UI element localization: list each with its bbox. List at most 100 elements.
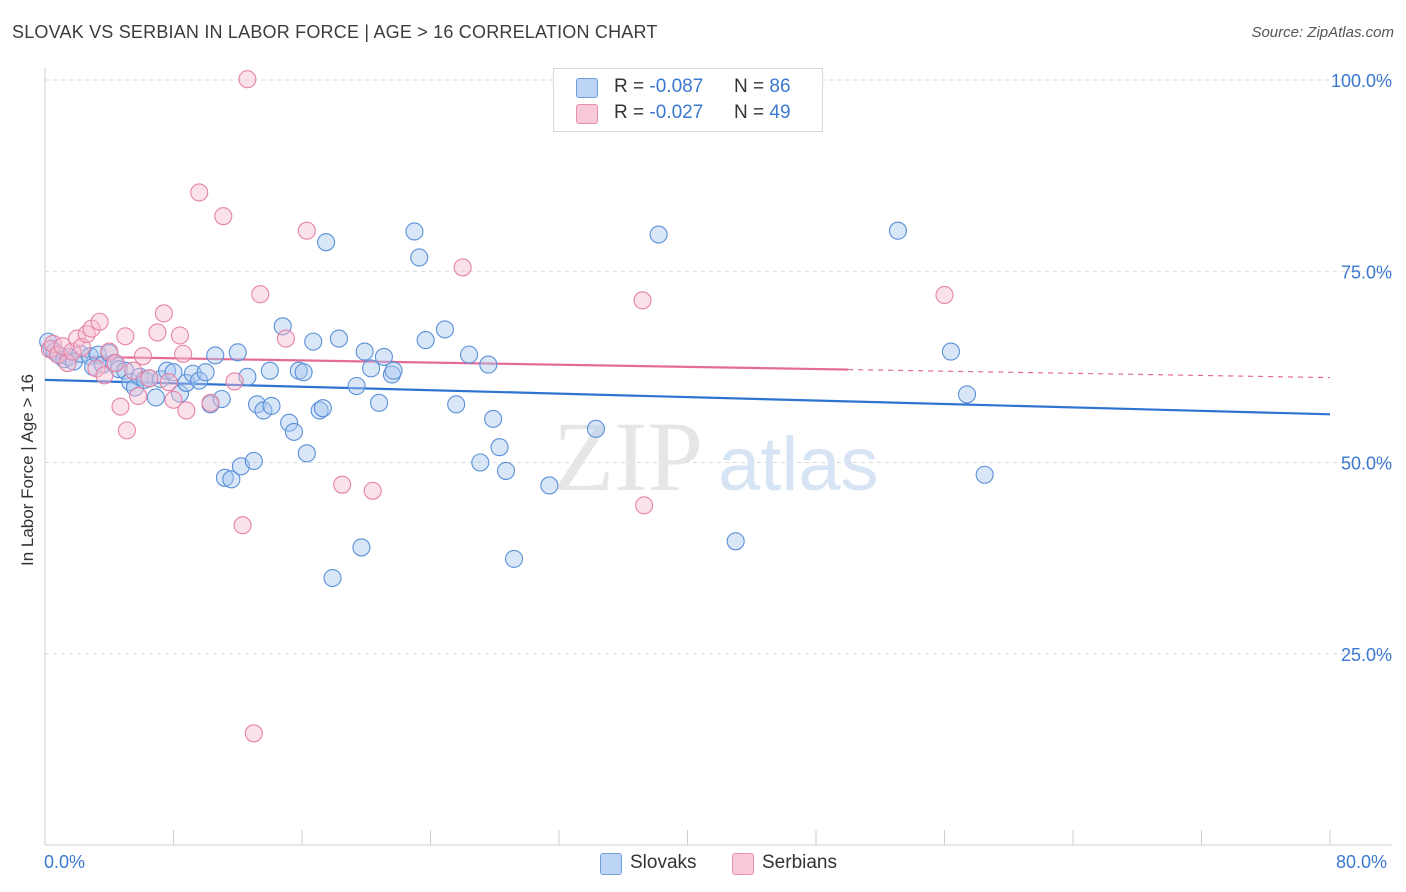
chart-title: SLOVAK VS SERBIAN IN LABOR FORCE | AGE >… bbox=[12, 22, 658, 42]
slovaks-point bbox=[329, 329, 348, 348]
bottom-serbians-label: Serbians bbox=[762, 852, 837, 873]
serbians-point bbox=[129, 386, 148, 405]
y-tick-labels: 25.0% 50.0% 75.0% 100.0% bbox=[1331, 71, 1392, 665]
y-tick-label: 75.0% bbox=[1341, 262, 1392, 282]
serbians-point bbox=[244, 724, 263, 743]
slovaks-point bbox=[228, 343, 247, 362]
slovaks-point bbox=[586, 419, 605, 438]
bottom-serbians-swatch bbox=[732, 853, 754, 875]
serbians-point bbox=[124, 361, 143, 380]
serbians-swatch bbox=[576, 104, 598, 124]
slovaks-point bbox=[496, 461, 516, 480]
watermark-atlas: atlas bbox=[718, 422, 879, 507]
serbians-point bbox=[164, 390, 183, 409]
serbians-point bbox=[58, 353, 77, 373]
y-tick-label: 25.0% bbox=[1341, 645, 1392, 665]
serbians-point bbox=[95, 366, 114, 385]
y-tick-label: 50.0% bbox=[1341, 454, 1392, 474]
data-points bbox=[39, 70, 994, 743]
slovaks-point bbox=[370, 393, 389, 412]
slovaks-point bbox=[416, 331, 435, 350]
slovaks-point bbox=[323, 568, 342, 588]
slovaks-point bbox=[384, 361, 403, 380]
slovaks-point bbox=[540, 476, 559, 495]
serbians-point bbox=[251, 285, 270, 304]
serbians-point bbox=[633, 291, 652, 310]
serbians-point bbox=[100, 342, 119, 361]
slovaks-point bbox=[215, 468, 234, 487]
serbians-point bbox=[117, 421, 136, 440]
slovaks-point bbox=[479, 355, 498, 374]
slovaks-point bbox=[206, 346, 225, 365]
slovaks-point bbox=[164, 363, 183, 382]
slovaks-point bbox=[410, 248, 429, 267]
slovaks-point bbox=[304, 332, 323, 351]
serbians-point bbox=[77, 324, 96, 344]
source-label: Source: ZipAtlas.com bbox=[1251, 24, 1394, 41]
slovaks-point bbox=[471, 453, 490, 472]
serbians-r: R = -0.027 bbox=[614, 102, 704, 123]
x-axis-max-label: 80.0% bbox=[1336, 852, 1388, 872]
slovaks-point bbox=[649, 225, 668, 244]
watermark-zip: ZIP bbox=[553, 401, 703, 512]
serbians-point bbox=[154, 304, 173, 323]
slovaks-point bbox=[196, 363, 215, 382]
slovaks-point bbox=[121, 373, 140, 392]
slovaks-point bbox=[146, 388, 165, 407]
slovaks-point bbox=[447, 395, 466, 414]
serbians-point bbox=[170, 326, 189, 345]
slovaks-point bbox=[504, 549, 524, 568]
serbians-point bbox=[453, 258, 472, 277]
slovaks-point bbox=[435, 320, 455, 339]
bottom-slovaks-swatch bbox=[600, 853, 622, 875]
trend-line-serbians-extrapolated bbox=[848, 368, 1331, 379]
slovaks-point bbox=[212, 389, 231, 409]
slovaks-point bbox=[317, 233, 336, 252]
correlation-legend: R = -0.087 N = 86 R = -0.027 N = 49 bbox=[553, 68, 823, 132]
serbians-point bbox=[333, 475, 352, 494]
trend-line-serbians bbox=[44, 355, 849, 371]
slovaks-point bbox=[280, 413, 299, 432]
serbians-point bbox=[276, 329, 295, 348]
serbians-point bbox=[53, 337, 72, 356]
slovaks-swatch bbox=[576, 78, 598, 98]
slovaks-point bbox=[294, 363, 313, 382]
serbians-point bbox=[363, 481, 382, 500]
serbians-point bbox=[111, 397, 130, 416]
slovaks-n: N = 86 bbox=[734, 76, 791, 97]
serbians-point bbox=[201, 393, 220, 412]
slovaks-point bbox=[88, 345, 108, 364]
slovaks-point bbox=[262, 396, 281, 415]
slovaks-point bbox=[459, 345, 479, 364]
serbians-point bbox=[68, 329, 87, 348]
serbians-point bbox=[297, 221, 316, 240]
serbians-point bbox=[177, 401, 196, 420]
serbians-point bbox=[140, 369, 159, 388]
serbians-point bbox=[133, 347, 153, 366]
y-tick-label: 100.0% bbox=[1331, 71, 1392, 91]
slovaks-point bbox=[362, 359, 381, 378]
slovaks-point bbox=[484, 409, 503, 428]
serbians-point bbox=[174, 344, 193, 363]
slovaks-point bbox=[347, 376, 366, 396]
slovaks-point bbox=[957, 385, 977, 404]
watermark: ZIP atlas bbox=[553, 401, 879, 512]
serbians-point bbox=[233, 516, 252, 535]
slovaks-point bbox=[355, 342, 374, 361]
slovaks-point bbox=[726, 532, 745, 551]
trend-lines bbox=[44, 355, 1331, 416]
bottom-slovaks-label: Slovaks bbox=[630, 852, 697, 873]
slovaks-point bbox=[352, 538, 371, 557]
slovaks-point bbox=[374, 347, 393, 366]
serbians-n: N = 49 bbox=[734, 102, 791, 123]
serbians-point bbox=[90, 312, 109, 331]
slovaks-point bbox=[260, 361, 279, 380]
slovaks-point bbox=[222, 470, 241, 489]
serbians-point bbox=[148, 323, 167, 342]
slovaks-point bbox=[888, 221, 907, 240]
slovaks-point bbox=[405, 222, 424, 241]
x-axis-min-label: 0.0% bbox=[44, 852, 86, 872]
slovaks-point bbox=[313, 399, 332, 418]
trend-line-slovaks bbox=[44, 378, 1331, 416]
